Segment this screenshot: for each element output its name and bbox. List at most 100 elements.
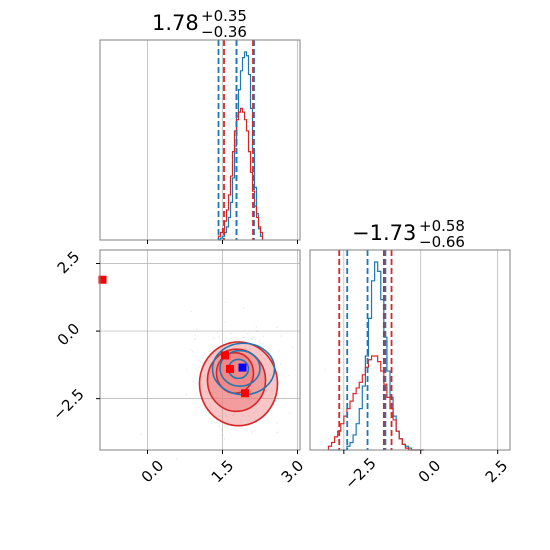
panel-frame — [99, 39, 301, 241]
scatter-point — [292, 346, 294, 349]
y-tick-label: 2.5 — [54, 248, 84, 278]
y-tick-label: −2.5 — [49, 385, 87, 423]
scatter-point — [259, 342, 261, 345]
scatter-point — [251, 338, 253, 341]
scatter-point — [287, 374, 290, 377]
title-minus: −0.66 — [419, 233, 465, 251]
scatter-point — [275, 326, 278, 329]
scatter-point — [202, 357, 204, 359]
scatter-point — [190, 310, 192, 313]
contour-blue — [219, 349, 261, 388]
scatter-point — [262, 362, 264, 364]
scatter-point — [208, 350, 211, 352]
scatter-point — [241, 415, 243, 417]
panel-frame — [99, 249, 301, 451]
scatter-point — [220, 408, 223, 410]
grid — [100, 250, 300, 450]
title-value: 1.78 — [152, 11, 199, 35]
scatter-point — [255, 325, 258, 328]
tick-marks — [96, 263, 298, 454]
scatter-point — [213, 337, 215, 339]
square-marker — [221, 351, 229, 360]
scatter-point — [242, 414, 245, 417]
panel-marginal-x2: −1.73 +0.58 −0.66 −2.5 0.0 2.5 — [309, 217, 511, 493]
y-tick-labels: 2.5 0.0 −2.5 — [49, 248, 87, 424]
square-marker — [226, 364, 234, 373]
scatter-point — [232, 414, 234, 417]
grid — [147, 40, 298, 240]
markers — [98, 275, 249, 398]
scatter-point — [280, 335, 282, 337]
scatter-point — [258, 340, 261, 343]
scatter-point — [246, 333, 249, 335]
scatter-point — [228, 413, 230, 416]
scatter-point — [277, 431, 280, 433]
scatter-point — [227, 425, 229, 428]
scatter-point — [262, 404, 264, 406]
scatter-point — [234, 345, 237, 348]
scatter-point — [288, 411, 291, 414]
scatter-point — [194, 338, 196, 340]
scatter-point — [276, 421, 278, 424]
panel-title: −1.73 +0.58 −0.66 — [352, 217, 465, 251]
scatter-point — [194, 394, 197, 397]
histogram-series-red — [217, 107, 264, 240]
scatter-point — [265, 363, 268, 366]
scatter-point — [270, 347, 272, 350]
scatter-point — [221, 434, 223, 436]
scatter-point — [251, 337, 253, 340]
scatter-point — [216, 331, 219, 334]
scatter-point — [209, 404, 212, 407]
scatter-point — [253, 412, 256, 414]
scatter-point — [264, 405, 267, 407]
scatter-point — [198, 365, 200, 368]
scatter-point — [269, 374, 271, 377]
quantile-lines — [217, 40, 255, 240]
scatter-point — [243, 336, 245, 339]
scatter-point — [218, 336, 220, 338]
scatter-point — [277, 349, 280, 352]
scatter-point — [223, 438, 226, 440]
scatter-point — [218, 424, 220, 427]
scatter-point — [245, 346, 247, 349]
scatter-point — [196, 369, 199, 372]
histograms — [217, 51, 264, 241]
square-marker — [238, 363, 247, 372]
panel-marginal-x1: 1.78 +0.35 −0.36 — [99, 7, 301, 244]
scatter-point — [247, 414, 250, 417]
x-tick-label: 2.5 — [482, 457, 512, 487]
scatter-point — [255, 410, 258, 412]
scatter-point — [261, 342, 264, 345]
scatter-point — [203, 407, 206, 410]
scatter-point — [192, 381, 195, 383]
scatter-point — [324, 368, 326, 371]
x-tick-labels: −2.5 0.0 2.5 — [341, 454, 511, 492]
scatter-point — [259, 354, 262, 357]
scatter-point — [189, 348, 192, 351]
x-tick-label: 1.5 — [208, 457, 238, 487]
scatter-point — [224, 321, 227, 323]
scatter-point — [275, 432, 278, 434]
scatter-point — [194, 412, 196, 414]
x-tick-label: 0.0 — [415, 457, 445, 487]
scatter-point — [242, 336, 245, 338]
scatter-point — [216, 421, 218, 424]
scatter-point — [225, 415, 228, 418]
x-tick-labels: 0.0 1.5 3.0 — [138, 457, 308, 487]
title-plus: +0.35 — [201, 7, 247, 25]
scatter-point — [232, 414, 235, 416]
square-marker — [241, 389, 249, 398]
scatter-point — [255, 330, 258, 333]
panel-joint: 2.5 0.0 −2.5 0.0 1.5 3.0 — [49, 248, 326, 487]
scatter-point — [140, 433, 143, 436]
title-value: −1.73 — [352, 221, 416, 245]
scatter-point — [257, 349, 260, 352]
y-tick-label: 0.0 — [54, 320, 84, 350]
scatter-point — [251, 432, 254, 435]
scatter-point — [233, 411, 236, 414]
scatter-point — [266, 388, 268, 391]
scatter-point — [203, 375, 206, 377]
scatter-point — [268, 361, 271, 363]
x-tick-label: 3.0 — [278, 457, 308, 487]
scatter-point — [230, 332, 232, 335]
